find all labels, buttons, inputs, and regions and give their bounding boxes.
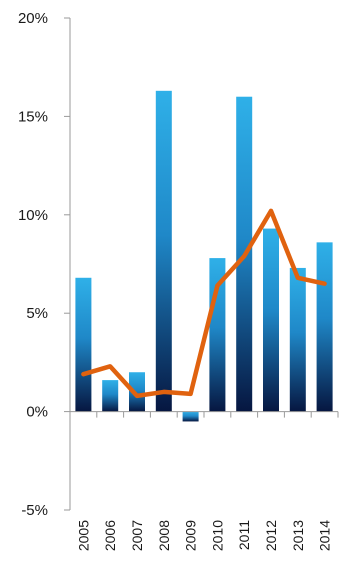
- y-tick-label: 15%: [18, 108, 48, 125]
- x-tick-label: 2005: [75, 520, 91, 551]
- y-tick-label: 20%: [18, 10, 48, 27]
- bar-2007: [129, 372, 145, 412]
- y-tick-labels: -5% 0% 5% 10% 15% 20%: [18, 10, 48, 519]
- bar-2005: [75, 277, 92, 412]
- line-series: [81, 208, 327, 399]
- x-tick-label: 2013: [290, 520, 306, 551]
- y-tick-label: 10%: [18, 207, 48, 224]
- x-tick-label: 2014: [317, 520, 333, 551]
- x-tick-labels: 2005 2006 2007 2008 2009 2010 2011 2012 2013 2014: [75, 520, 332, 551]
- bar-2009: [182, 411, 199, 422]
- x-tick-label: 2008: [156, 520, 172, 551]
- axes-group: [64, 17, 339, 511]
- x-tick-label: 2006: [102, 520, 118, 551]
- bar-2008: [155, 90, 172, 412]
- bar-2012: [263, 228, 279, 412]
- x-tick-label: 2010: [209, 520, 225, 551]
- y-tick-label: 0%: [26, 404, 48, 421]
- y-tick-label: 5%: [26, 305, 48, 322]
- bars-group: [75, 90, 333, 422]
- y-tick-label: -5%: [21, 502, 48, 519]
- x-tick-label: 2009: [183, 520, 199, 551]
- bar-2006: [102, 380, 119, 412]
- line-group: [81, 208, 327, 399]
- x-tick-label: 2011: [236, 520, 252, 550]
- bar-2014: [316, 242, 333, 412]
- x-tick-label: 2007: [129, 520, 145, 551]
- bar-2013: [289, 267, 306, 412]
- x-tick-label: 2012: [263, 520, 279, 551]
